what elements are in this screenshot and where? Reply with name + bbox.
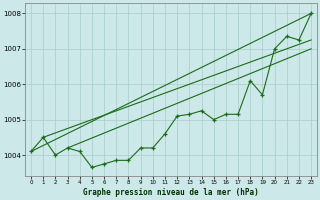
X-axis label: Graphe pression niveau de la mer (hPa): Graphe pression niveau de la mer (hPa)	[83, 188, 259, 197]
